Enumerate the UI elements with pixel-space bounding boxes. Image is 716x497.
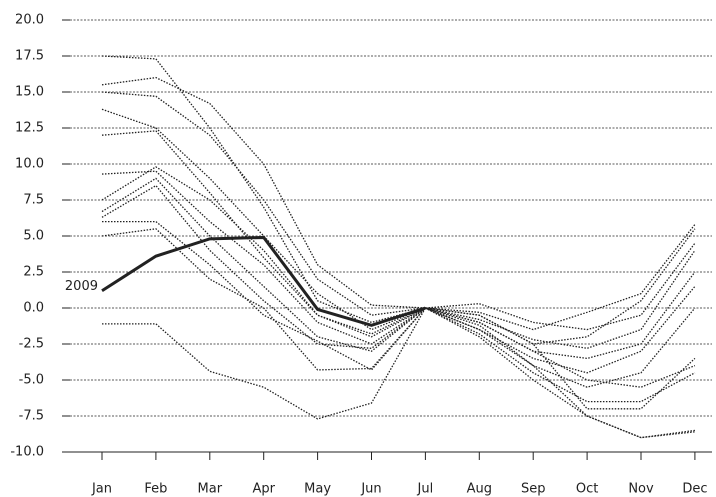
series-line bbox=[101, 184, 695, 439]
series-line bbox=[101, 170, 696, 374]
x-tick-label: Sep bbox=[521, 482, 546, 497]
y-tick-label: 20.0 bbox=[15, 13, 44, 28]
x-tick-label: Aug bbox=[467, 482, 492, 497]
x-tick-label: Jul bbox=[417, 482, 434, 497]
series-line bbox=[101, 76, 696, 331]
highlight-line bbox=[101, 235, 426, 327]
series-line bbox=[101, 108, 696, 349]
series-annotation: 2009 bbox=[65, 279, 98, 294]
series-line bbox=[101, 91, 696, 331]
y-tick-label: -7.5 bbox=[19, 409, 44, 424]
y-tick-label: 7.5 bbox=[23, 193, 44, 208]
y-tick-label: 5.0 bbox=[23, 229, 44, 244]
y-tick-label: 2.5 bbox=[23, 265, 44, 280]
x-tick-label: Mar bbox=[198, 482, 223, 497]
series-line bbox=[101, 55, 696, 345]
x-tick-label: Feb bbox=[144, 482, 167, 497]
series-line bbox=[101, 130, 696, 360]
y-tick-label: -10.0 bbox=[10, 445, 44, 460]
series-line bbox=[102, 220, 696, 403]
x-tick-label: May bbox=[304, 482, 331, 497]
series-line bbox=[102, 307, 695, 439]
y-tick-label: -5.0 bbox=[19, 373, 44, 388]
x-tick-label: Apr bbox=[252, 482, 275, 497]
x-tick-label: Oct bbox=[576, 482, 598, 497]
x-tick-label: Jun bbox=[360, 482, 381, 497]
y-tick-label: 12.5 bbox=[15, 121, 44, 136]
y-tick-label: -2.5 bbox=[19, 337, 44, 352]
y-tick-label: 15.0 bbox=[15, 85, 44, 100]
series-line bbox=[101, 177, 696, 410]
y-tick-label: 17.5 bbox=[15, 49, 44, 64]
x-tick-label: Jan bbox=[91, 482, 112, 497]
y-tick-label: 0.0 bbox=[23, 301, 44, 316]
x-tick-label: Dec bbox=[682, 482, 707, 497]
y-tick-label: 10.0 bbox=[15, 157, 44, 172]
x-tick-label: Nov bbox=[628, 482, 654, 497]
